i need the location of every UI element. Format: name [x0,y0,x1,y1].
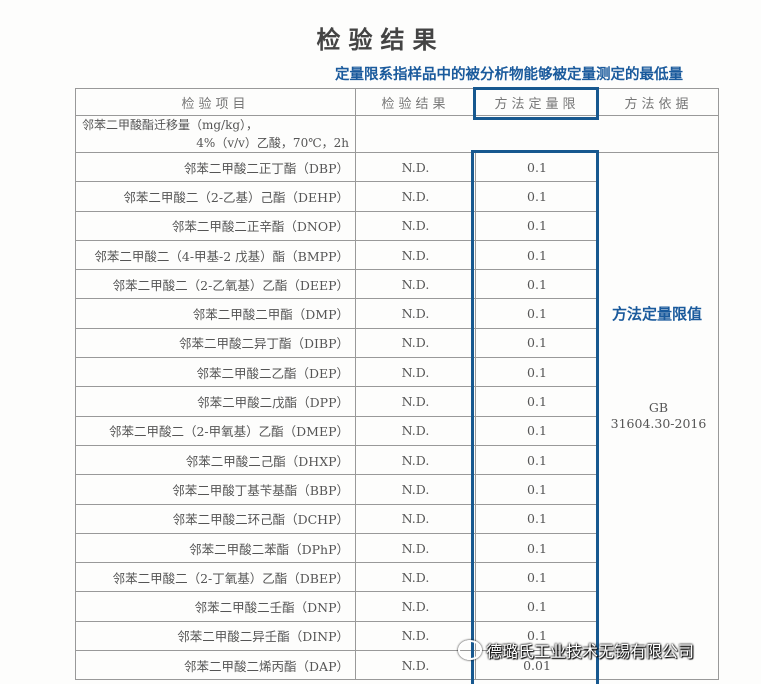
watermark: 德璐氏工业技术无锡有限公司 [458,638,694,662]
result-value: N.D. [355,415,476,446]
group-row: 邻苯二甲酸酯迁移量（mg/kg）， 4%（v/v）乙酸，70℃，2h [75,115,719,153]
group-empty [355,115,719,153]
watermark-text: 德璐氏工业技术无锡有限公司 [486,642,695,661]
result-value: N.D. [355,386,476,417]
header-basis: 方法依据 [598,88,719,116]
item-name: 邻苯二甲酸二苯酯（DPhP） [75,532,356,564]
result-value: N.D. [355,562,476,593]
header-result: 检验结果 [355,88,476,116]
item-name: 邻苯二甲酸二（2-乙基）己酯（DEHP） [75,181,356,212]
results-table: 检验项目 检验结果 方法定量限 方法依据 邻苯二甲酸酯迁移量（mg/kg）， 4… [75,88,719,681]
limit-column-highlight [471,150,599,684]
result-value: N.D. [355,181,476,212]
result-value: N.D. [355,327,476,359]
limit-value: 0.1 [475,386,599,417]
header-row: 检验项目 检验结果 方法定量限 方法依据 [75,88,719,116]
table-row: 邻苯二甲酸二正丁酯（DBP） N.D. 0.1 GB 31604.30-2016 [75,151,719,681]
result-value: N.D. [355,357,476,388]
table-row: 邻苯二甲酸二甲酯（DMP） N.D. 0.1 [75,298,719,329]
table-row: 邻苯二甲酸二（2-甲氧基）乙酯（DMEP） N.D. 0.1 [75,415,719,446]
result-value: N.D. [355,239,476,271]
item-name: 邻苯二甲酸二异丁酯（DIBP） [75,327,356,359]
item-name: 邻苯二甲酸二（2-甲氧基）乙酯（DMEP） [75,415,356,446]
basis-line2: 31604.30-2016 [610,416,707,432]
limit-value: 0.1 [475,503,599,534]
table-row: 邻苯二甲酸丁基苄基酯（BBP） N.D. 0.1 [75,474,719,505]
item-name: 邻苯二甲酸二正丁酯（DBP） [75,151,356,183]
definition-note: 定量限系指样品中的被分析物能够被定量测定的最低量 [335,67,683,83]
result-value: N.D. [355,269,476,300]
table-row: 邻苯二甲酸二己酯（DHXP） N.D. 0.1 [75,444,719,476]
group-label-line1: 邻苯二甲酸酯迁移量（mg/kg）， [82,118,259,132]
item-name: 邻苯二甲酸二环己酯（DCHP） [75,503,356,534]
page-title: 检验结果 [316,25,445,54]
table-row: 邻苯二甲酸二（2-乙基）己酯（DEHP） N.D. 0.1 [75,181,719,212]
result-value: N.D. [355,591,476,622]
result-value: N.D. [355,151,476,183]
group-label-line2: 4%（v/v）乙酸，70℃，2h [196,136,349,150]
wechat-icon [458,640,482,660]
item-name: 邻苯二甲酸二烯丙酯（DAP） [75,650,356,681]
item-name: 邻苯二甲酸二（4-甲基-2 戊基）酯（BMPP） [75,239,356,271]
limit-value: 0.1 [475,474,599,505]
limit-value: 0.1 [475,620,599,652]
table-row: 邻苯二甲酸二壬酯（DNP） N.D. 0.1 [75,591,719,622]
item-name: 邻苯二甲酸二壬酯（DNP） [75,591,356,622]
group-label: 邻苯二甲酸酯迁移量（mg/kg）， 4%（v/v）乙酸，70℃，2h [75,115,356,153]
header-item: 检验项目 [75,88,356,116]
limit-value: 0.1 [475,239,599,271]
limit-value: 0.1 [475,151,599,183]
item-name: 邻苯二甲酸二乙酯（DEP） [75,357,356,388]
limit-header-highlight [473,87,599,120]
item-name: 邻苯二甲酸二甲酯（DMP） [75,298,356,329]
table-row: 邻苯二甲酸二苯酯（DPhP） N.D. 0.1 [75,532,719,564]
item-name: 邻苯二甲酸二（2-丁氧基）乙酯（DBEP） [75,562,356,593]
result-value: N.D. [355,503,476,534]
table-row: 邻苯二甲酸二戊酯（DPP） N.D. 0.1 [75,386,719,417]
result-value: N.D. [355,298,476,329]
table-row: 邻苯二甲酸二正辛酯（DNOP） N.D. 0.1 [75,210,719,241]
item-name: 邻苯二甲酸丁基苄基酯（BBP） [75,474,356,505]
limit-value: 0.1 [475,562,599,593]
item-name: 邻苯二甲酸二异壬酯（DINP） [75,620,356,652]
limit-value: 0.1 [475,298,599,329]
header-limit: 方法定量限 [475,88,599,116]
limit-value: 0.1 [475,415,599,446]
table-row: 邻苯二甲酸二烯丙酯（DAP） N.D. 0.01 [75,650,719,681]
table-row: 邻苯二甲酸二（2-乙氧基）乙酯（DEEP） N.D. 0.1 [75,269,719,300]
item-name: 邻苯二甲酸二正辛酯（DNOP） [75,210,356,241]
method-basis: GB 31604.30-2016 [598,151,719,681]
result-value: N.D. [355,210,476,241]
limit-value: 0.1 [475,327,599,359]
table-row: 邻苯二甲酸二异丁酯（DIBP） N.D. 0.1 [75,327,719,359]
limit-value: 0.1 [475,269,599,300]
limit-value: 0.01 [475,650,599,681]
table-row: 邻苯二甲酸二乙酯（DEP） N.D. 0.1 [75,357,719,388]
result-value: N.D. [355,650,476,681]
limit-value: 0.1 [475,210,599,241]
result-value: N.D. [355,532,476,564]
table-row: 邻苯二甲酸二（4-甲基-2 戊基）酯（BMPP） N.D. 0.1 [75,239,719,271]
item-name: 邻苯二甲酸二己酯（DHXP） [75,444,356,476]
item-name: 邻苯二甲酸二（2-乙氧基）乙酯（DEEP） [75,269,356,300]
limit-annotation: 方法定量限值 [612,305,703,323]
result-value: N.D. [355,444,476,476]
basis-line1: GB [648,400,669,416]
result-value: N.D. [355,474,476,505]
item-name: 邻苯二甲酸二戊酯（DPP） [75,386,356,417]
